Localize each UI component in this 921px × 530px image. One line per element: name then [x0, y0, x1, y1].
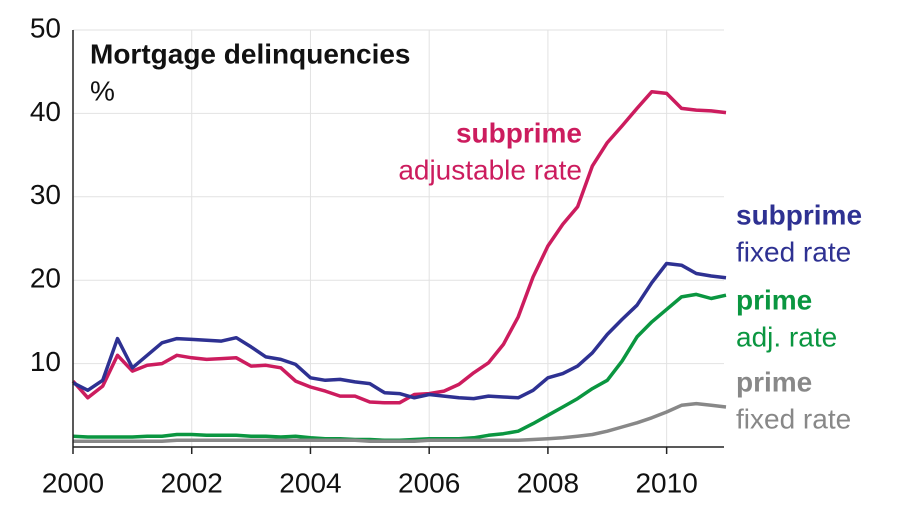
series-line — [73, 401, 727, 443]
y-tick-label: 40 — [30, 96, 61, 127]
series-rate-type: adj. rate — [736, 321, 837, 352]
y-tick-label: 50 — [30, 12, 61, 43]
x-tick-label: 2000 — [42, 467, 104, 498]
series-name: subprime — [736, 199, 862, 230]
grid — [72, 29, 724, 447]
series-name: prime — [736, 284, 812, 315]
y-tick-label: 10 — [30, 346, 61, 377]
series-name: subprime — [456, 117, 582, 148]
series-line — [72, 292, 727, 443]
chart-title: Mortgage delinquencies — [90, 38, 411, 69]
series-rate-type: adjustable rate — [398, 154, 582, 185]
y-tick-label: 20 — [30, 263, 61, 294]
x-tick-label: 2006 — [398, 467, 460, 498]
series-rate-type: fixed rate — [736, 403, 851, 434]
lines — [71, 89, 727, 443]
y-tick-label: 30 — [30, 179, 61, 210]
series-name: prime — [736, 366, 812, 397]
x-tick-label: 2008 — [517, 467, 579, 498]
x-tick-label: 2002 — [161, 467, 223, 498]
x-tick-label: 2004 — [279, 467, 341, 498]
series-rate-type: fixed rate — [736, 236, 851, 267]
chart-subtitle: % — [90, 75, 115, 106]
x-tick-label: 2010 — [635, 467, 697, 498]
series-line — [71, 89, 727, 405]
series-line — [72, 261, 727, 401]
